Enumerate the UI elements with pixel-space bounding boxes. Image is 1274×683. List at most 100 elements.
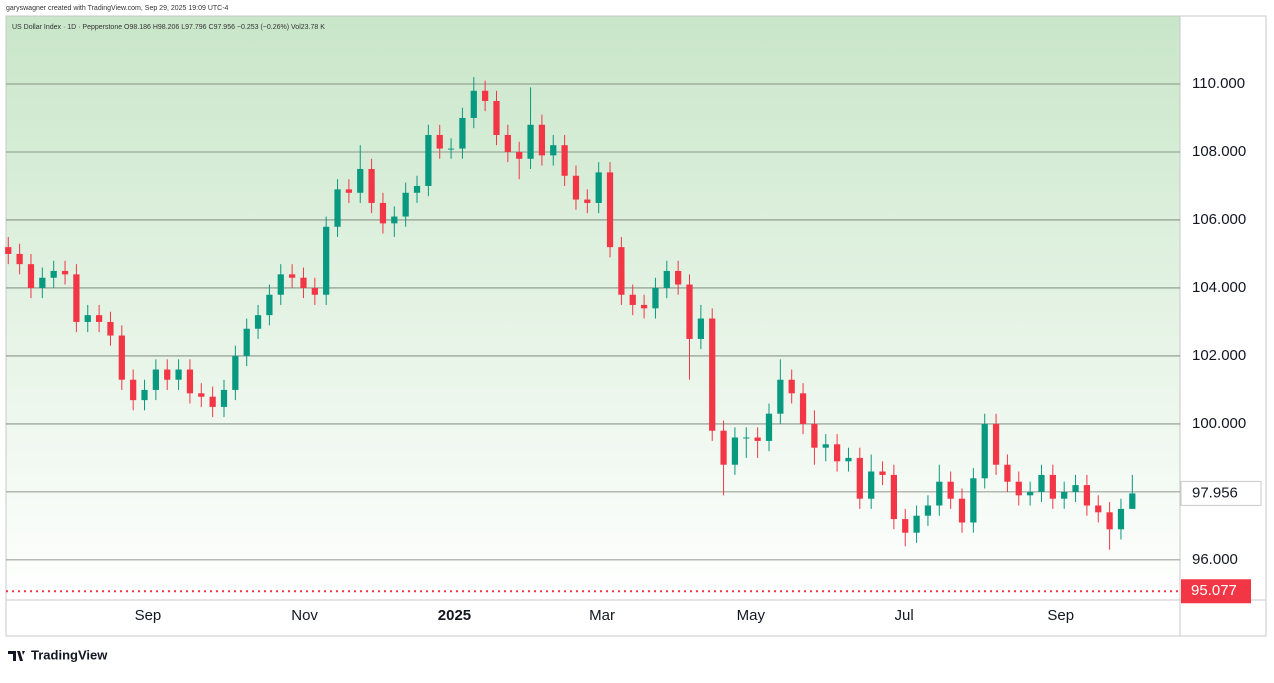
candle-body [765,413,773,441]
last-price-tag [1180,480,1262,506]
last-price-label: 97.956 [1192,484,1238,501]
candle-body [368,168,375,203]
candle-body [1027,491,1034,496]
candle-body [61,270,69,275]
candle-body [652,287,659,309]
candle-body [1038,474,1045,492]
candle-body [425,134,432,186]
brand-logo: TradingView [8,647,108,662]
candle-body [447,148,455,150]
candle-body [640,304,648,309]
candle-body [697,318,704,339]
candle-body [856,457,863,499]
candle-body [1106,512,1113,530]
candle-body [232,355,239,390]
x-tick-label: May [737,607,766,624]
candle-body [561,145,568,176]
candle-body [379,202,387,224]
candle-body [663,270,670,288]
candle-body [1004,464,1011,482]
candle-body [709,318,716,431]
x-tick-label: Jul [895,607,914,624]
candle-body [868,471,875,499]
candle-body [1072,485,1079,492]
candle-body [130,379,137,401]
y-tick-label: 100.000 [1192,415,1246,432]
candle-body [345,189,353,193]
y-tick-label: 108.000 [1192,143,1246,160]
candle-body [1015,481,1022,496]
candle-body [5,247,12,254]
candle-body [266,294,273,316]
candle-body [958,498,966,523]
x-tick-label: Mar [589,607,615,624]
candle-body [516,151,523,159]
candle-body [992,423,1000,465]
candle-body [584,199,591,203]
candle-body [947,481,954,499]
candle-body [936,481,943,506]
candle-body [970,478,977,523]
candle-body [175,369,182,380]
y-tick-label: 96.000 [1192,551,1238,568]
candle-body [164,369,171,380]
x-tick-label: 2025 [438,607,471,624]
x-tick-label: Sep [135,607,162,624]
candle-body [811,423,818,448]
candle-body [16,253,23,265]
candle-body [890,474,898,520]
candle-body [686,284,693,339]
candle-body [27,264,35,288]
candle-body [482,90,489,101]
x-tick-label: Sep [1047,607,1074,624]
chart-title: US Dollar Index · 1D · Pepperstone O98.1… [12,24,325,31]
candle-body [118,335,125,380]
candle-body [504,134,511,152]
candle-body [209,396,216,407]
candle-body [902,519,909,533]
candle-body [459,117,466,149]
candle-body [1095,505,1102,513]
candle-body [629,294,636,305]
candle-body [243,328,250,356]
candle-body [277,274,284,295]
candle-body [1049,474,1056,499]
candle-body [1117,508,1125,530]
candle-body [470,90,477,118]
candle-body [799,393,807,424]
candle-body [50,270,57,278]
candle-body [300,277,307,288]
candle-body [833,444,841,462]
brand: TradingView [31,647,108,662]
candle-body [913,515,920,533]
candle-body [845,457,852,462]
candle-body [152,369,159,390]
candle-body [39,277,46,288]
x-tick-label: Nov [291,607,318,624]
candle-body [254,315,262,329]
candle-body [720,430,727,465]
candle-body [550,145,557,156]
y-tick-label: 110.000 [1192,75,1245,92]
credit: garyswagner created with TradingView.com… [6,5,229,12]
candle-body [731,437,739,465]
candle-body [606,172,614,248]
price-line-label: 95.077 [1191,582,1237,599]
candle-body [879,471,886,475]
candle-body [198,393,205,397]
candle-body [981,423,988,479]
price-line-tag [1181,579,1251,604]
candle-body [1083,485,1091,506]
candle-body [220,389,228,407]
candle-body [334,189,341,227]
candle-body [572,175,580,200]
y-tick-label: 106.000 [1192,211,1246,228]
candle-body [1129,493,1136,509]
candle-body [357,168,364,193]
candle-body [743,437,750,439]
candle-body [311,287,318,295]
candle-body [527,124,534,159]
y-tick-label: 102.000 [1192,347,1246,364]
y-tick-label: 104.000 [1192,279,1246,296]
